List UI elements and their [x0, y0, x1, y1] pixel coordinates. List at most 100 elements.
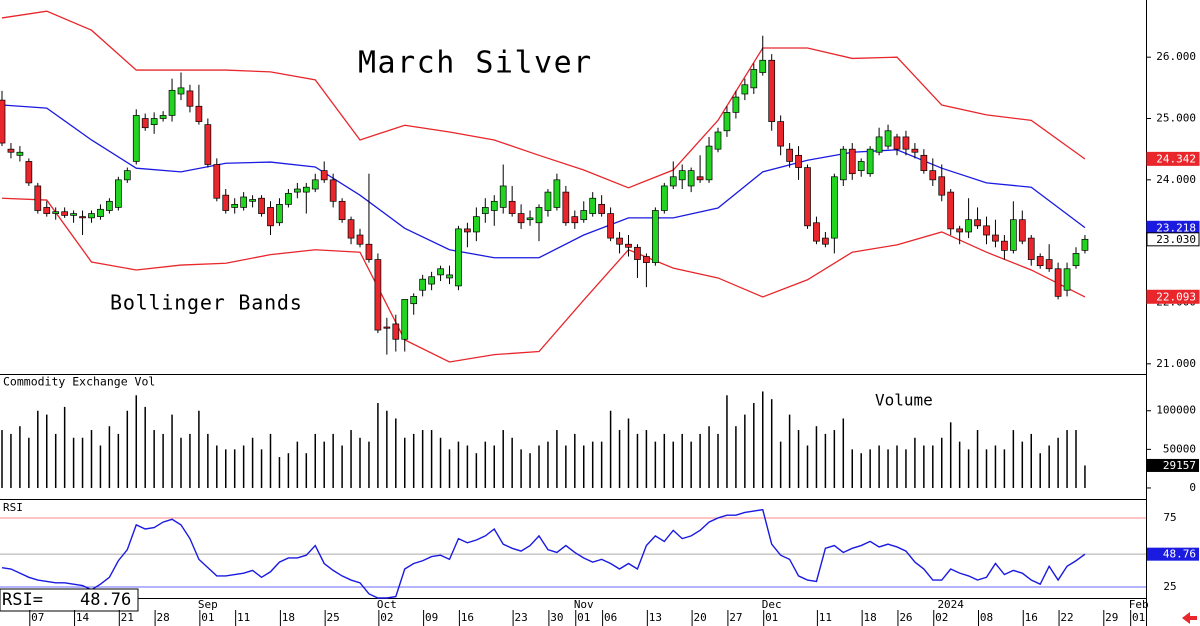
x-tick-label: 09 — [425, 611, 438, 624]
candle-body — [204, 124, 212, 165]
candle-body — [123, 170, 131, 181]
candle-body — [822, 237, 829, 245]
candle-body — [687, 170, 695, 187]
candle-body — [132, 115, 140, 162]
candle-body — [1036, 256, 1044, 267]
x-tick-label: 25 — [327, 611, 340, 624]
bollinger-band — [1, 197, 1086, 363]
y-tick-label: 24.000 — [1156, 173, 1196, 186]
x-tick-label: 18 — [282, 611, 295, 624]
candle-body — [643, 256, 650, 263]
y-tick-label: 50000 — [1163, 442, 1196, 455]
candle-body — [70, 213, 77, 216]
last-value-label: 29157 — [1163, 459, 1196, 472]
candle-body — [678, 170, 686, 181]
candle-body — [258, 197, 265, 214]
x-tick-label: 21 — [121, 611, 134, 624]
candle-body — [866, 148, 874, 175]
last-value-label: 48.76 — [1163, 548, 1196, 561]
candle-body — [276, 204, 283, 224]
candle-body — [302, 186, 310, 193]
candle-body — [786, 148, 793, 162]
candle-body — [705, 145, 713, 181]
candle-body — [938, 176, 946, 196]
candle-body — [473, 216, 480, 233]
x-tick-label: 14 — [76, 611, 90, 624]
y-tick-label: 25.000 — [1156, 112, 1196, 125]
candle-body — [481, 207, 489, 214]
candle-body — [616, 237, 623, 245]
x-tick-label: 06 — [604, 611, 617, 624]
candle-body — [61, 211, 69, 216]
candle-body — [974, 219, 981, 227]
candle-body — [356, 234, 364, 245]
candle-body — [106, 200, 113, 211]
x-tick-label: 29 — [1105, 611, 1118, 624]
candle-body — [437, 268, 444, 276]
x-month-label: Sep — [198, 598, 218, 611]
candle-body — [517, 213, 525, 224]
price-label: 23.030 — [1156, 233, 1196, 246]
x-month-label: 2024 — [937, 598, 964, 611]
candle-body — [1018, 219, 1026, 242]
candle-body — [598, 204, 606, 214]
x-tick-label: 18 — [864, 611, 877, 624]
candle-body — [1027, 237, 1035, 260]
x-month-label: Oct — [377, 598, 397, 611]
x-tick-label: 30 — [550, 611, 563, 624]
candle-body — [186, 90, 194, 107]
x-tick-label: 11 — [819, 611, 832, 624]
price-label-box — [1146, 232, 1200, 247]
bollinger-band — [1, 10, 1086, 189]
candle-body — [830, 176, 838, 239]
candle-body — [490, 200, 498, 211]
candle-body — [696, 176, 704, 181]
candle-body — [16, 151, 24, 156]
candle-body — [419, 278, 426, 291]
readout-value: 48.76 — [80, 590, 131, 610]
y-tick-label: 75 — [1163, 511, 1176, 524]
candle-body — [294, 188, 301, 193]
annotation: Bollinger Bands — [110, 291, 303, 315]
candle-body — [311, 179, 319, 190]
candle-body — [929, 170, 937, 181]
x-month-label: Feb — [1129, 598, 1149, 611]
candle-body — [347, 219, 355, 239]
candle-body — [795, 154, 802, 168]
x-tick-label: 23 — [514, 611, 527, 624]
candle-body — [553, 179, 561, 208]
candle-body — [571, 216, 579, 224]
candle-body — [365, 243, 373, 260]
x-tick-label: 26 — [899, 611, 912, 624]
y-tick-label: 100000 — [1156, 404, 1196, 417]
x-tick-label: 27 — [729, 611, 742, 624]
candle-body — [34, 185, 42, 211]
candle-body — [249, 199, 256, 202]
candle-body — [222, 194, 230, 211]
candle-body — [508, 200, 516, 214]
candle-body — [911, 148, 919, 153]
candle-body — [383, 326, 391, 329]
candle-body — [114, 179, 122, 208]
nav-arrow[interactable] — [1182, 612, 1197, 624]
candle-body — [455, 228, 462, 287]
candle-body — [535, 207, 543, 224]
candle-body — [956, 228, 964, 233]
candle-body — [231, 204, 239, 208]
candle-body — [392, 323, 400, 340]
candle-body — [338, 200, 346, 221]
candle-body — [499, 185, 507, 208]
candle-body — [1009, 219, 1017, 251]
y-tick-label: 26.000 — [1156, 50, 1196, 63]
candle-body — [526, 217, 534, 221]
price-label-box — [1146, 151, 1200, 166]
candle-body — [401, 299, 409, 340]
candle-body — [562, 191, 570, 224]
candle-body — [804, 167, 811, 227]
candle-body — [723, 112, 731, 132]
y-tick-label: 25 — [1163, 580, 1176, 593]
candle-body — [741, 84, 749, 95]
y-tick-label: 0 — [1189, 481, 1196, 494]
candle-body — [651, 210, 659, 263]
